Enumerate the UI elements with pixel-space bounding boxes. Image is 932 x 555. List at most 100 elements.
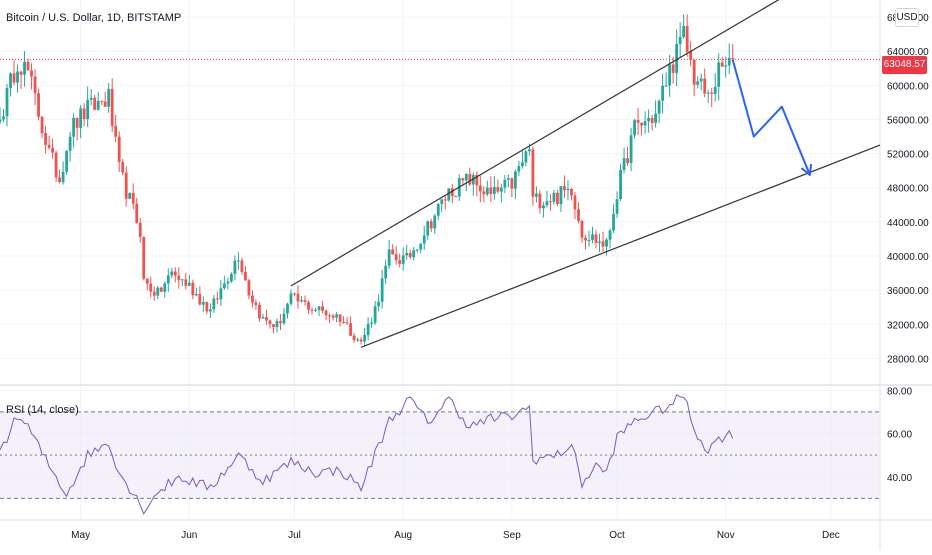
- candle-body: [668, 64, 672, 86]
- candle-body: [131, 192, 135, 204]
- candle-body: [545, 201, 549, 206]
- candle-body: [75, 117, 79, 128]
- candle-body: [191, 282, 195, 296]
- candle-body: [296, 293, 300, 302]
- candle-body: [205, 302, 209, 312]
- price-tick-label: 36000.00: [887, 286, 929, 297]
- candle-body: [720, 62, 724, 67]
- candle-body: [570, 188, 573, 196]
- candle-body: [272, 324, 275, 328]
- candle-body: [615, 199, 619, 214]
- candle-body: [496, 187, 500, 192]
- chart-title: Bitcoin / U.S. Dollar, 1D, BITSTAMP: [6, 12, 182, 24]
- currency-button[interactable]: USD: [895, 8, 919, 27]
- candle-body: [145, 278, 149, 284]
- candle-body: [149, 283, 153, 292]
- candle-body: [114, 125, 118, 137]
- candle-body: [724, 65, 728, 67]
- candle-body: [187, 282, 191, 286]
- candle-body: [16, 71, 19, 83]
- candle-body: [9, 73, 12, 89]
- rsi-tick-label: 40.00: [887, 473, 912, 484]
- candle-body: [419, 243, 423, 250]
- candle-body: [335, 314, 338, 318]
- candle-body: [657, 100, 661, 114]
- candle-body: [429, 221, 433, 229]
- candle-body: [447, 188, 451, 201]
- candle-body: [286, 303, 289, 314]
- candle-body: [289, 293, 293, 304]
- candle-body: [689, 51, 693, 60]
- candle-body: [440, 199, 444, 205]
- candle-body: [461, 178, 465, 181]
- price-tick-label: 60000.00: [887, 81, 929, 92]
- candle-body: [556, 192, 559, 204]
- candle-body: [359, 339, 363, 342]
- candle-body: [412, 250, 416, 258]
- candle-body: [699, 78, 703, 82]
- price-tick-label: 64000.00: [887, 47, 929, 58]
- date-tick-label: Aug: [394, 530, 412, 541]
- candle-body: [373, 306, 377, 323]
- candle-body: [282, 313, 286, 324]
- candle-body: [538, 193, 542, 209]
- candle-body: [685, 26, 689, 52]
- candle-body: [377, 301, 381, 307]
- candle-body: [706, 92, 710, 94]
- candle-body: [366, 323, 370, 336]
- candle-body: [184, 279, 188, 286]
- date-tick-label: May: [71, 530, 90, 541]
- date-tick-label: Oct: [609, 530, 625, 541]
- candle-body: [233, 260, 237, 274]
- candle-body: [510, 178, 514, 189]
- candle-body: [103, 101, 107, 107]
- candle-body: [454, 196, 458, 198]
- candle-body: [626, 158, 629, 164]
- candle-body: [275, 321, 279, 328]
- candle-body: [345, 322, 349, 324]
- candle-body: [475, 174, 479, 186]
- candle-body: [566, 188, 570, 191]
- candle-body: [552, 192, 556, 202]
- candle-body: [208, 309, 212, 312]
- last-price-label: 63048.57: [882, 56, 927, 74]
- candle-body: [598, 241, 601, 243]
- candle-body: [229, 273, 233, 282]
- candle-body: [54, 152, 58, 178]
- date-tick-label: Dec: [822, 530, 840, 541]
- candle-body: [587, 240, 591, 242]
- date-tick-label: Jul: [288, 530, 301, 541]
- candle-body: [219, 288, 223, 300]
- candle-body: [82, 108, 86, 120]
- candle-body: [23, 61, 26, 75]
- candle-body: [30, 70, 33, 77]
- candle-body: [96, 100, 100, 110]
- candle-body: [408, 253, 412, 258]
- candle-body: [194, 293, 198, 296]
- candle-body: [303, 300, 307, 302]
- candle-body: [47, 144, 51, 148]
- candle-body: [443, 199, 447, 201]
- candle-body: [65, 150, 69, 172]
- candle-body: [173, 271, 177, 276]
- candle-body: [594, 234, 598, 243]
- candle-body: [591, 234, 594, 241]
- candle-body: [710, 92, 714, 94]
- candle-body: [584, 237, 587, 241]
- candle-body: [405, 253, 409, 256]
- candle-body: [44, 133, 47, 145]
- candle-body: [601, 241, 605, 247]
- candle-body: [401, 255, 405, 264]
- candle-body: [307, 301, 310, 310]
- candle-body: [542, 205, 545, 209]
- candle-body: [26, 61, 30, 71]
- candle-body: [198, 293, 202, 305]
- candle-body: [517, 166, 521, 172]
- candle-body: [433, 215, 437, 229]
- candle-body: [692, 59, 696, 85]
- projection-arrowhead: [800, 163, 813, 176]
- candle-body: [731, 57, 735, 60]
- candle-body: [258, 304, 261, 319]
